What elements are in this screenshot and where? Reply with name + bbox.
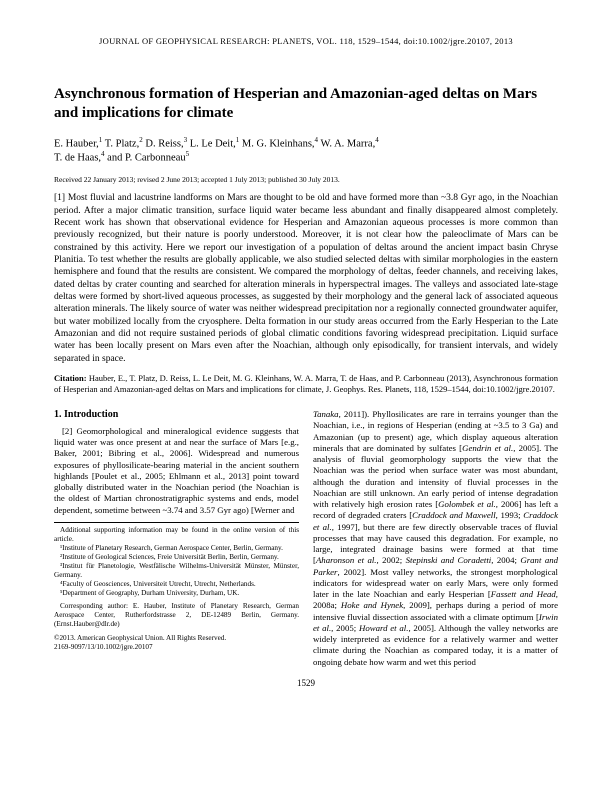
section-1-header: 1. Introduction [54, 409, 299, 422]
footnote-affil-5: ⁵Department of Geography, Durham Univers… [54, 589, 299, 598]
column-left: 1. Introduction [2] Geomorphological and… [54, 409, 299, 668]
abstract: [1] Most fluvial and lacustrine landform… [54, 192, 558, 365]
col2-paragraph: Tanaka, 2011]). Phyllosilicates are rare… [313, 409, 558, 668]
corresponding-author: Corresponding author: E. Hauber, Institu… [54, 602, 299, 629]
article-title: Asynchronous formation of Hesperian and … [54, 85, 558, 124]
copyright: ©2013. American Geophysical Union. All R… [54, 634, 299, 651]
copyright-line2: 2169-9097/13/10.1002/jgre.20107 [54, 643, 299, 652]
col1-paragraph: [2] Geomorphological and mineralogical e… [54, 426, 299, 516]
copyright-line1: ©2013. American Geophysical Union. All R… [54, 634, 299, 643]
footnote-affil-2: ²Institute of Geological Sciences, Freie… [54, 553, 299, 562]
footnote-supporting: Additional supporting information may be… [54, 526, 299, 544]
citation-text: Hauber, E., T. Platz, D. Reiss, L. Le De… [54, 373, 558, 394]
publication-dates: Received 22 January 2013; revised 2 June… [54, 175, 558, 184]
citation-label: Citation: [54, 373, 87, 383]
footnote-affil-4: ⁴Faculty of Geosciences, Universiteit Ut… [54, 580, 299, 589]
page-number: 1529 [54, 678, 558, 689]
authors: E. Hauber,1 T. Platz,2 D. Reiss,3 L. Le … [54, 136, 558, 165]
footnotes: Additional supporting information may be… [54, 522, 299, 629]
body-columns: 1. Introduction [2] Geomorphological and… [54, 409, 558, 668]
citation: Citation: Hauber, E., T. Platz, D. Reiss… [54, 373, 558, 395]
footnote-affil-3: ³Institut für Planetologie, Westfälische… [54, 562, 299, 580]
journal-header: JOURNAL OF GEOPHYSICAL RESEARCH: PLANETS… [54, 36, 558, 47]
footnote-affil-1: ¹Institute of Planetary Research, German… [54, 544, 299, 553]
column-right: Tanaka, 2011]). Phyllosilicates are rare… [313, 409, 558, 668]
